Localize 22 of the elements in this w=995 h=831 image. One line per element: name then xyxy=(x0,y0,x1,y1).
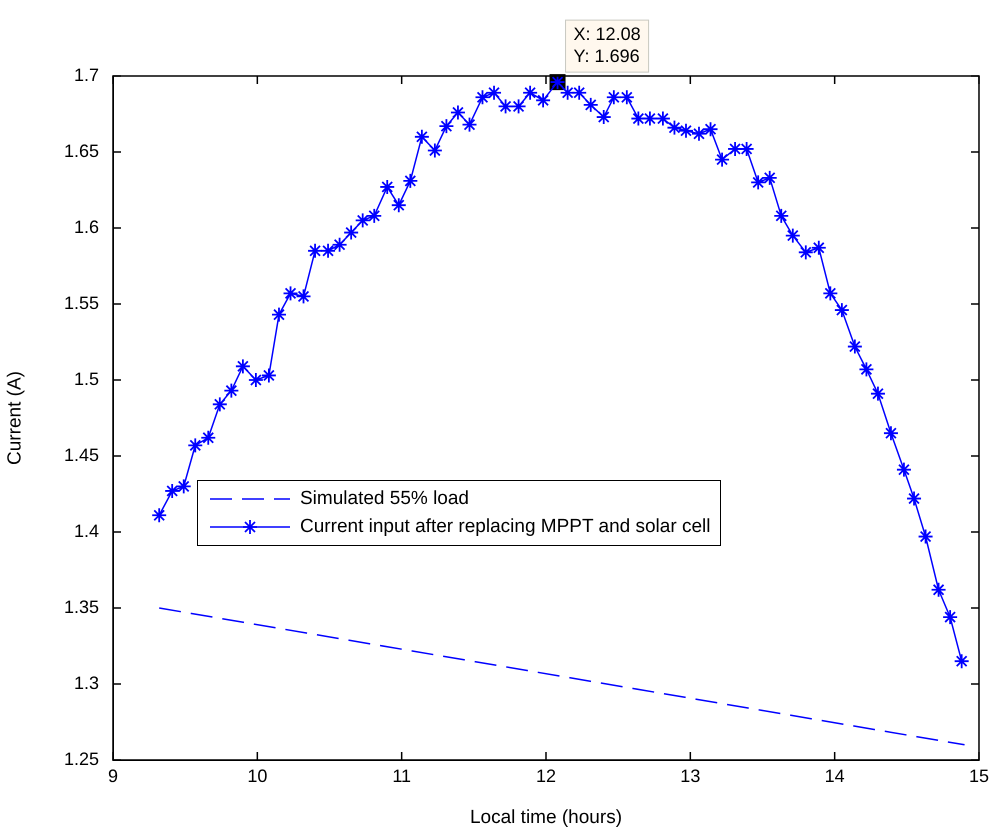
y-tick-label: 1.35 xyxy=(64,596,99,617)
y-tick-label: 1.25 xyxy=(64,748,99,769)
y-tick-label: 1.3 xyxy=(74,672,99,693)
x-tick-label: 12 xyxy=(536,766,556,786)
annotation: X: 12.08 Y: 1.696 xyxy=(574,24,641,66)
x-tick-label: 10 xyxy=(247,766,268,786)
x-tick-label: 11 xyxy=(392,766,412,786)
y-tick-label: 1.65 xyxy=(64,140,99,161)
x-axis-title: Local time (hours) xyxy=(470,806,622,828)
y-tick-label: 1.55 xyxy=(64,292,99,313)
y-tick-label: 1.6 xyxy=(74,216,99,237)
y-tick-label: 1.5 xyxy=(74,368,99,389)
y-tick-label: 1.4 xyxy=(74,520,99,541)
x-tick-label: 15 xyxy=(968,766,990,786)
y-tick-label: 1.7 xyxy=(74,64,99,85)
x-tick-label: 13 xyxy=(680,766,700,786)
legend-label: Simulated 55% load xyxy=(300,488,469,510)
legend-label: Current input after replacing MPPT and solar cell xyxy=(300,516,710,538)
x-tick-label: 14 xyxy=(824,766,845,786)
y-tick-label: 1.45 xyxy=(64,444,99,465)
y-axis-title: Current (A) xyxy=(4,371,26,465)
x-tick-label: 9 xyxy=(108,766,118,786)
